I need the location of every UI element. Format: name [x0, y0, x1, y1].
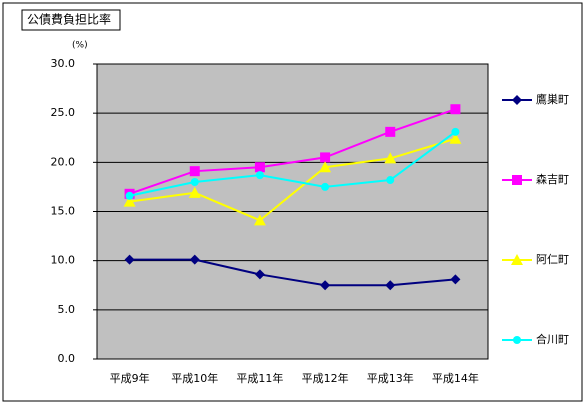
- y-tick-label: 25.0: [51, 106, 76, 119]
- data-point: [188, 186, 201, 198]
- data-point: [255, 171, 264, 180]
- data-point: [254, 269, 265, 280]
- y-tick-label: 5.0: [58, 303, 76, 316]
- series-line: [129, 137, 456, 222]
- data-point: [320, 280, 331, 291]
- data-point: [189, 166, 200, 177]
- series-line: [129, 258, 456, 287]
- x-tick-label: 平成9年: [110, 371, 150, 385]
- data-point: [449, 132, 462, 144]
- data-point: [384, 152, 397, 164]
- data-point: [321, 182, 330, 191]
- data-point: [253, 214, 266, 226]
- data-point: [450, 274, 461, 285]
- y-tick-label: 15.0: [51, 205, 76, 218]
- legend-label: 鷹巣町: [536, 92, 569, 106]
- legend-marker: [511, 254, 523, 265]
- data-point: [319, 161, 332, 173]
- data-point: [189, 254, 200, 265]
- x-tick-label: 平成13年: [367, 371, 414, 385]
- data-point: [190, 178, 199, 186]
- data-point: [124, 254, 135, 265]
- x-tick-label: 平成14年: [432, 371, 479, 385]
- series-line: [129, 131, 457, 197]
- data-point: [320, 152, 331, 163]
- chart-title: 公債費負担比率: [27, 12, 111, 27]
- y-unit: (%): [72, 41, 88, 51]
- title-box: [21, 9, 121, 31]
- data-point: [254, 162, 265, 173]
- legend-marker: [512, 95, 522, 105]
- x-tick-label: 平成10年: [171, 371, 218, 385]
- legend-marker: [513, 336, 521, 344]
- data-point: [385, 280, 396, 291]
- data-point: [450, 104, 461, 115]
- legend-label: 阿仁町: [536, 253, 569, 266]
- data-point: [385, 126, 396, 137]
- legend-label: 合川町: [536, 332, 569, 346]
- data-point: [386, 176, 395, 185]
- y-tick-label: 30.0: [51, 57, 76, 70]
- data-point: [123, 195, 136, 207]
- data-point: [125, 191, 134, 200]
- y-tick-label: 0.0: [58, 352, 76, 365]
- data-point: [451, 127, 460, 136]
- series-line: [129, 108, 456, 195]
- x-tick-label: 平成11年: [236, 371, 283, 385]
- y-tick-label: 20.0: [51, 155, 76, 168]
- y-tick-label: 10.0: [51, 254, 76, 267]
- legend-label: 森吉町: [536, 172, 569, 186]
- x-tick-label: 平成12年: [302, 371, 349, 385]
- legend-marker: [512, 175, 522, 185]
